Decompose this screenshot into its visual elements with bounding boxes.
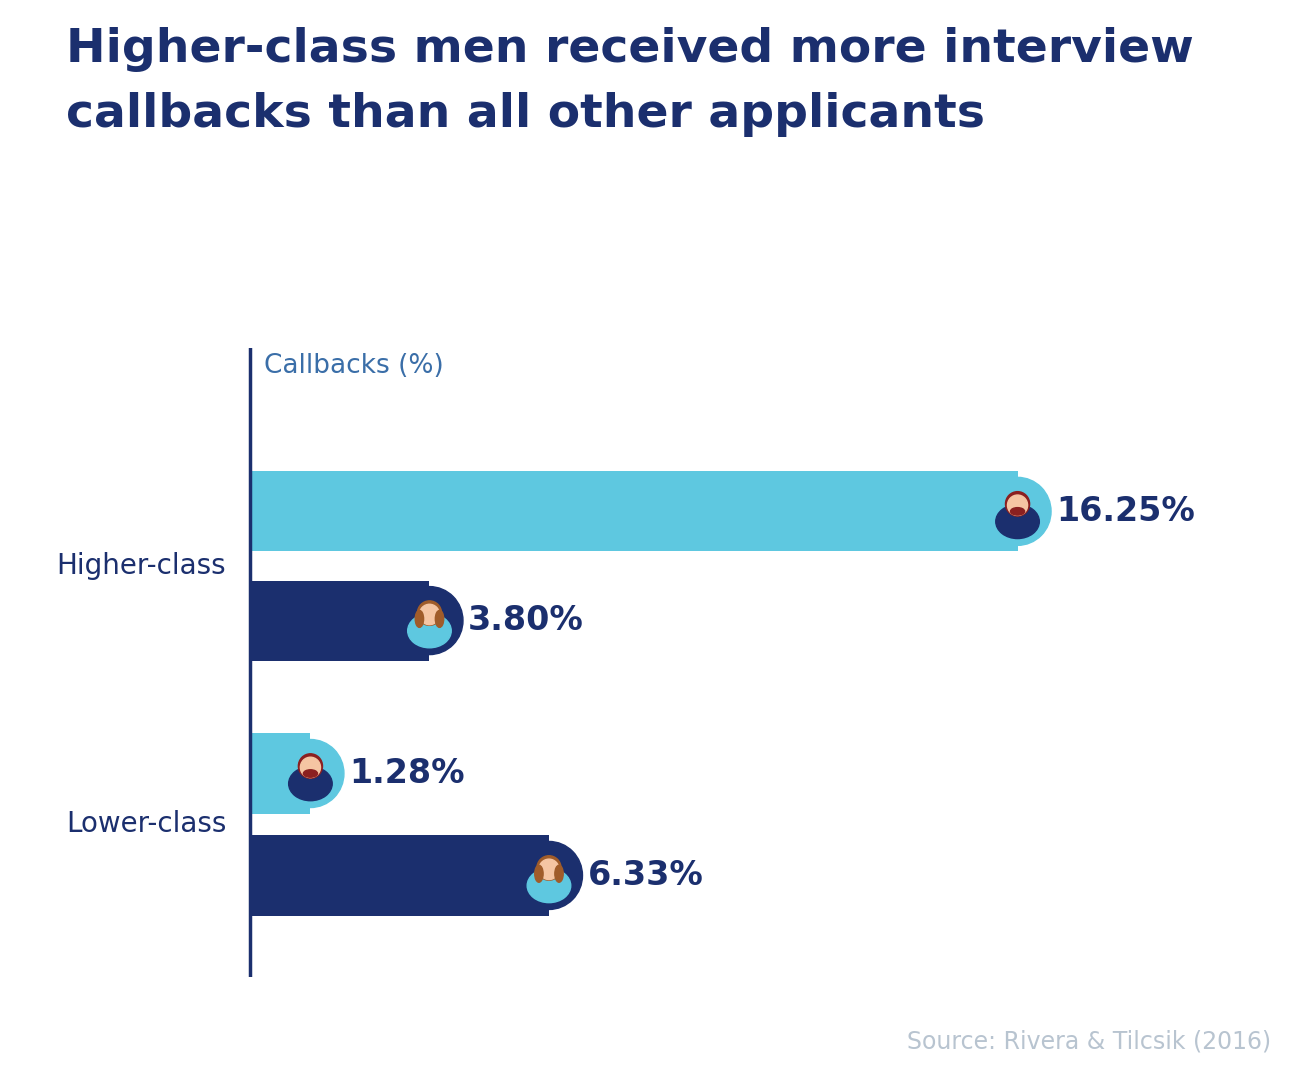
Ellipse shape [396, 586, 462, 655]
Ellipse shape [304, 770, 317, 778]
Text: 6.33%: 6.33% [587, 859, 703, 892]
Ellipse shape [299, 754, 322, 779]
Ellipse shape [527, 869, 571, 902]
Ellipse shape [534, 866, 544, 882]
Ellipse shape [538, 859, 559, 880]
Ellipse shape [418, 601, 441, 626]
Bar [250, 733, 310, 813]
Ellipse shape [996, 505, 1039, 539]
Bar [250, 835, 549, 915]
Ellipse shape [288, 767, 333, 800]
Ellipse shape [537, 856, 561, 881]
Bar [250, 581, 430, 660]
Text: Higher-class: Higher-class [56, 552, 227, 580]
Bar [250, 471, 1018, 552]
Ellipse shape [419, 604, 440, 624]
Ellipse shape [407, 614, 451, 647]
Ellipse shape [300, 757, 321, 778]
Text: 3.80%: 3.80% [468, 604, 584, 637]
Text: 1.28%: 1.28% [348, 757, 465, 790]
Text: callbacks than all other applicants: callbacks than all other applicants [66, 92, 985, 137]
Ellipse shape [984, 478, 1051, 545]
Ellipse shape [276, 740, 345, 808]
Text: 16.25%: 16.25% [1056, 495, 1195, 528]
Text: Callbacks (%): Callbacks (%) [265, 353, 444, 379]
Ellipse shape [415, 610, 423, 628]
Text: Lower-class: Lower-class [66, 810, 227, 838]
Text: Higher-class men received more interview: Higher-class men received more interview [66, 27, 1193, 72]
Ellipse shape [435, 610, 444, 628]
Ellipse shape [1010, 507, 1024, 515]
Text: Source: Rivera & Tilcsik (2016): Source: Rivera & Tilcsik (2016) [907, 1030, 1271, 1053]
Ellipse shape [1007, 495, 1027, 516]
Ellipse shape [1006, 492, 1030, 516]
Ellipse shape [515, 842, 583, 909]
Ellipse shape [555, 866, 563, 882]
